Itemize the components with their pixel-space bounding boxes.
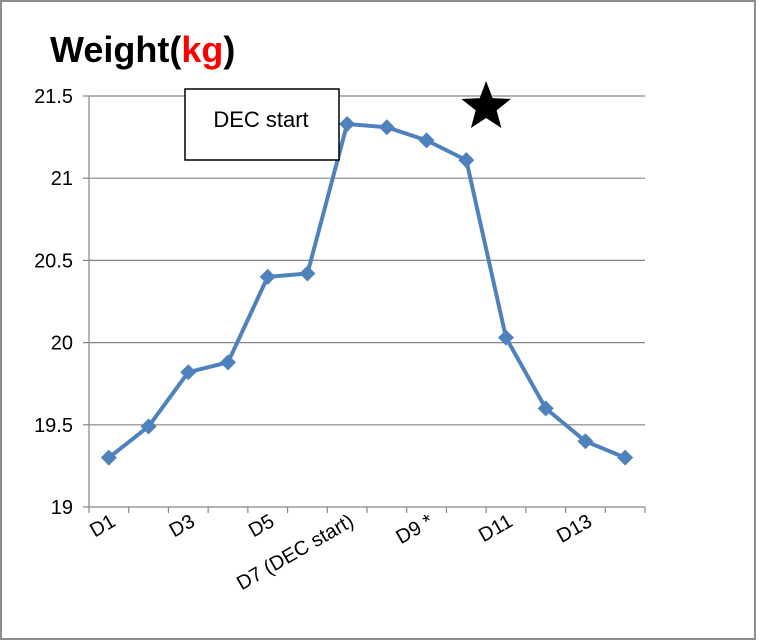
gridlines — [89, 95, 645, 426]
data-point — [458, 152, 475, 169]
x-tick-label: D3 — [166, 510, 199, 542]
x-tick-label: D13 — [553, 510, 596, 547]
star-icon — [461, 81, 511, 128]
data-point — [378, 119, 395, 136]
data-point — [617, 449, 634, 466]
data-point — [140, 418, 157, 435]
title-unit: kg — [181, 29, 223, 70]
y-tick-label: 20 — [51, 333, 73, 355]
star-shape — [461, 81, 511, 128]
y-tick-label: 19 — [51, 497, 73, 519]
data-point — [180, 364, 197, 381]
axes — [88, 96, 646, 513]
data-point — [418, 132, 435, 149]
chart-title: Weight(kg) — [50, 29, 235, 70]
y-tick-label: 20.5 — [34, 250, 73, 272]
y-axis-ticks: 19 19.5 20 20.5 21 21.5 — [34, 86, 89, 519]
data-point — [577, 433, 594, 450]
x-tick-label: D9 * — [392, 510, 437, 549]
data-point — [339, 115, 356, 132]
y-tick-label: 21 — [51, 168, 73, 190]
data-point — [220, 354, 236, 371]
x-tick-label: D11 — [475, 510, 517, 547]
data-point — [259, 268, 276, 285]
series-line — [107, 121, 626, 460]
series-weight — [100, 115, 634, 466]
title-part-1: Weight( — [50, 29, 181, 70]
data-point — [537, 400, 554, 417]
data-point — [100, 449, 117, 466]
data-point — [299, 265, 316, 282]
x-tick-label: D5 — [245, 510, 278, 542]
y-tick-label: 21.5 — [34, 86, 73, 108]
x-tick-label: D1 — [86, 510, 119, 542]
data-point — [498, 329, 514, 346]
annotation-box: DEC start — [184, 88, 340, 161]
annotation-text: DEC start — [213, 107, 308, 132]
title-part-3: ) — [223, 29, 235, 70]
y-tick-label: 19.5 — [34, 415, 73, 437]
